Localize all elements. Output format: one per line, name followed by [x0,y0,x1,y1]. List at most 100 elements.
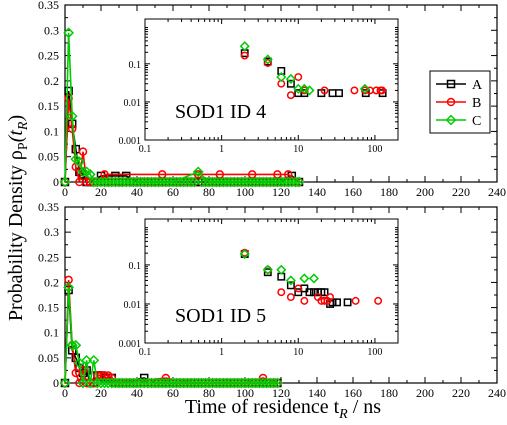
baseline-point-C [192,377,204,389]
data-point-C [239,176,251,188]
baseline-point-C [120,176,132,188]
baseline-point-C [142,176,154,188]
baseline-point-C [214,176,226,188]
baseline-point-C [185,377,197,389]
x-tick-label: 0 [62,185,68,199]
baseline-point-C [196,377,208,389]
inset-point-C [308,273,319,284]
baseline-point-C [124,176,136,188]
inset-x-tick-label: 100 [367,347,382,358]
baseline-point-C [264,176,276,188]
y-tick-label: 0.05 [38,150,59,164]
baseline-point-C [174,176,186,188]
baseline-point-C [232,176,244,188]
data-point-C [84,168,96,180]
legend-marker-A [446,79,456,89]
data-point-C [271,377,283,389]
baseline-point-C [257,176,269,188]
data-point-C [275,176,287,188]
x-tick-label: 120 [272,185,290,199]
inset-point-B [240,51,249,60]
baseline-point-C [261,377,273,389]
inset-y-tick-label: 0.1 [129,261,142,272]
inset-y-tick-label: 0.01 [124,300,142,311]
inset-x-tick-label: 0.1 [139,347,152,358]
y-tick-label: 0.15 [38,301,59,315]
data-point-C [70,339,82,351]
inset-point-B [294,284,303,293]
panel-top: 0 20 40 60 80 100 120 140 160 180 200 220 240 0 0.05 0.… [38,0,506,199]
legend: ABC [429,70,491,134]
x-tick-label: 40 [131,185,143,199]
baseline-point-C [196,176,208,188]
baseline-point-C [117,176,129,188]
data-point-C [88,354,100,366]
baseline-point-C [109,377,121,389]
baseline-point-C [117,377,129,389]
data-point-C [167,176,179,188]
inset-point-B [320,86,329,95]
baseline-point-C [149,176,161,188]
baseline-point-C [185,176,197,188]
inset-point-C [285,73,296,85]
data-point-C [81,354,93,366]
baseline-point-C [243,377,255,389]
inset-point-C [239,41,250,52]
inset-point-C [262,54,273,65]
baseline-point-C [145,377,157,389]
x-tick-label: 120 [272,386,290,400]
baseline-point-C [257,377,269,389]
baseline-point-C [145,176,157,188]
baseline-point-C [199,377,211,389]
inset-x-tick-label: 1 [219,347,224,358]
inset-point-A [286,79,295,88]
y-tick-label: 0.1 [44,124,59,138]
inset-point-C [262,264,273,275]
baseline-point-C [225,176,237,188]
baseline-point-C [109,176,121,188]
x-tick-label: 20 [95,386,107,400]
data-point-C [131,377,143,389]
x-tick-label: 160 [344,185,362,199]
y-tick-label: 0 [53,376,59,390]
data-point-C [84,377,96,389]
baseline-point-C [243,176,255,188]
inset-point-C [299,273,310,284]
x-tick-label: 140 [308,386,326,400]
baseline-point-C [253,377,265,389]
inset-point-B [286,91,295,100]
data-point-C [63,282,75,293]
data-point-C [167,377,179,389]
y-tick-label: 0.2 [44,74,59,88]
y-tick-label: 0.35 [38,200,59,214]
inset-point-C [239,248,250,260]
inset-y-tick-label: 0.001 [119,339,142,350]
baseline-point-C [232,377,244,389]
inset-chart: 0.1 1 10 100 0.001 0.01 0.1 SOD1 ID 5 [119,218,399,358]
baseline-point-C [102,176,114,188]
y-tick-label: 0.25 [38,49,59,63]
baseline-point-C [160,176,172,188]
data-point-C [293,176,305,188]
baseline-point-C [135,377,147,389]
baseline-point-C [225,377,237,389]
x-tick-label: 180 [380,185,398,199]
x-tick-label: 220 [452,386,470,400]
inset-x-tick-label: 10 [293,144,303,155]
inset-point-A [286,281,295,290]
data-point-C [192,166,204,178]
legend-label: B [472,96,481,111]
data-point-C [95,176,107,188]
baseline-point-C [261,176,273,188]
baseline-point-C [207,377,219,389]
inset-point-C [359,83,370,94]
y-tick-label: 0.2 [44,275,59,289]
baseline-point-C [153,176,165,188]
baseline-point-C [228,176,240,188]
data-point-C [77,377,89,389]
x-tick-label: 0 [62,386,68,400]
inset-point-B [326,293,335,302]
inset-title: SOD1 ID 5 [175,305,266,327]
inset-point-A [320,288,329,297]
